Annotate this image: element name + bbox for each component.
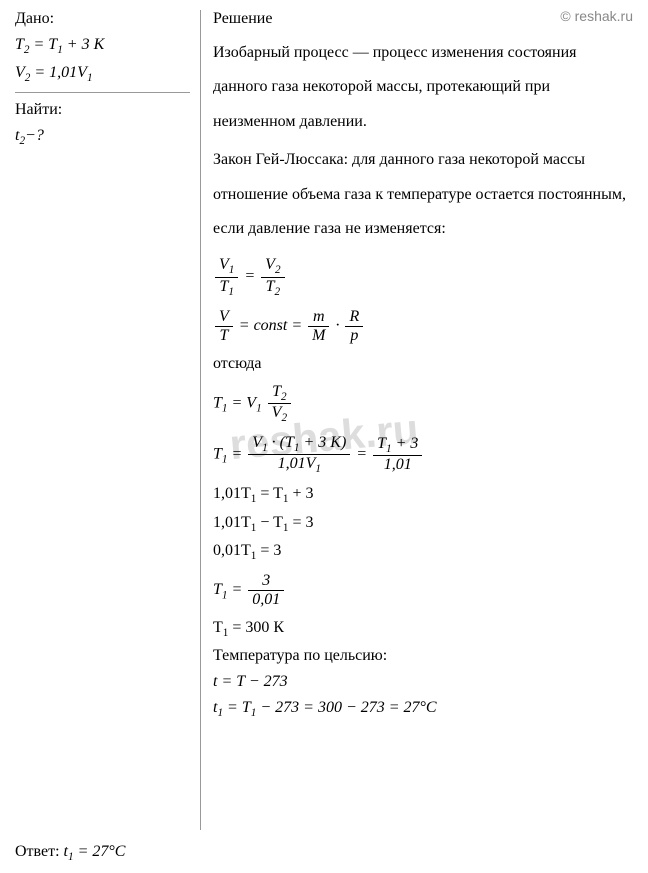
divider [15, 92, 190, 93]
frac-v2t2: V2 T2 [261, 256, 284, 297]
eq: = [228, 445, 247, 462]
frac-mm: m M [308, 308, 329, 345]
sub: 2 [281, 391, 287, 403]
den: T [219, 278, 228, 295]
formula-4: T1 = V1 · (T1 + 3 K) 1,01V1 = T1 + 3 1,0… [213, 434, 633, 475]
frac-rp: R p [345, 308, 363, 345]
main-container: Дано: T2 = T1 + 3 K V2 = 1,01V1 Найти: t… [15, 10, 633, 830]
n: T [377, 435, 386, 452]
lhs: 1,01T [213, 485, 251, 502]
solution-title: Решение [213, 10, 633, 28]
formula-6: T1 = 3 0,01 [213, 572, 633, 609]
solution-para-2: Закон Гей-Люссака: для данного газа неко… [213, 143, 633, 246]
num: m [308, 308, 329, 327]
solution-column: Решение Изобарный процесс — процесс изме… [200, 10, 633, 830]
sub: 2 [281, 412, 287, 424]
eq: = [244, 268, 259, 285]
answer-label: Ответ: [15, 843, 64, 860]
den: T [266, 278, 275, 295]
t: T [213, 581, 222, 598]
find-title: Найти: [15, 101, 190, 119]
lhs: 0,01T [213, 542, 251, 559]
frac-simplified: T1 + 3 1,01 [373, 435, 422, 474]
s: 1 [315, 463, 321, 475]
eq: = [356, 445, 371, 462]
frac-vt: V T [215, 308, 233, 345]
num: V [215, 308, 233, 327]
num: V [219, 256, 229, 273]
mid: − T [256, 514, 283, 531]
lhs: 1,01T [213, 514, 251, 531]
frac-t2v2: T2 V2 [268, 383, 291, 424]
num: 3 [248, 572, 284, 591]
question: −? [25, 127, 44, 144]
eq-line-5: 0,01T1 = 3 [213, 542, 633, 562]
rhs: = 3 [256, 542, 281, 559]
given-column: Дано: T2 = T1 + 3 K V2 = 1,01V1 Найти: t… [15, 10, 200, 830]
eq-end: + 3 K [63, 36, 104, 53]
den: 0,01 [248, 591, 284, 609]
var-t2: T [15, 36, 24, 53]
sub-1: 1 [87, 72, 93, 84]
find-line: t2−? [15, 127, 190, 147]
d: 1,01V [278, 455, 316, 472]
sub: 2 [275, 265, 281, 277]
d: 1,01 [373, 456, 422, 474]
n: + 3 K) [300, 434, 347, 451]
eq-part: = T [30, 36, 58, 53]
dot: · [335, 317, 343, 334]
eq-line-8: t = T − 273 [213, 673, 633, 691]
sub: 2 [275, 286, 281, 298]
sub: 1 [228, 286, 234, 298]
den: T [215, 327, 233, 345]
eq: = [228, 581, 247, 598]
celsius-label: Температура по цельсию: [213, 647, 633, 665]
den: M [308, 327, 329, 345]
formula-3: T1 = V1 T2 V2 [213, 383, 633, 424]
eq-line-9: t1 = T1 − 273 = 300 − 273 = 27°C [213, 699, 633, 719]
otsjuda: отсюда [213, 355, 633, 373]
eq-part: = 1,01V [30, 64, 87, 81]
num: T [272, 383, 281, 400]
mid: = T [223, 699, 251, 716]
end: + 3 [288, 485, 313, 502]
frac-v1t1: V1 T1 [215, 256, 238, 297]
eq-line-7: T1 = 300 К [213, 619, 633, 639]
end: = 3 [288, 514, 313, 531]
frac-final: 3 0,01 [248, 572, 284, 609]
val: = 300 К [228, 619, 284, 636]
given-line-2: V2 = 1,01V1 [15, 64, 190, 84]
given-line-1: T2 = T1 + 3 K [15, 36, 190, 56]
eq-line-4: 1,01T1 − T1 = 3 [213, 514, 633, 534]
end: − 273 = 300 − 273 = 27°C [256, 699, 436, 716]
den: p [345, 327, 363, 345]
sub: 1 [229, 265, 235, 277]
n: V [252, 434, 262, 451]
num: R [345, 308, 363, 327]
const: = const = [239, 317, 306, 334]
n: · (T [268, 434, 294, 451]
t: T [213, 619, 223, 636]
formula-1: V1 T1 = V2 T2 [213, 256, 633, 297]
var-v2: V [15, 64, 25, 81]
t: T [213, 394, 222, 411]
frac-big: V1 · (T1 + 3 K) 1,01V1 [248, 434, 350, 475]
v: = V [228, 394, 257, 411]
given-title: Дано: [15, 10, 190, 28]
answer-line: Ответ: t1 = 27°C [15, 843, 125, 863]
t: T [213, 445, 222, 462]
eq-line-3: 1,01T1 = T1 + 3 [213, 485, 633, 505]
formula-2: V T = const = m M · R p [213, 308, 633, 345]
num: V [265, 256, 275, 273]
n: + 3 [392, 435, 419, 452]
solution-para-1: Изобарный процесс — процесс изменения со… [213, 36, 633, 139]
sub: 1 [256, 402, 262, 414]
val: = 27°C [74, 843, 126, 860]
rhs: = T [256, 485, 283, 502]
den: V [272, 404, 282, 421]
